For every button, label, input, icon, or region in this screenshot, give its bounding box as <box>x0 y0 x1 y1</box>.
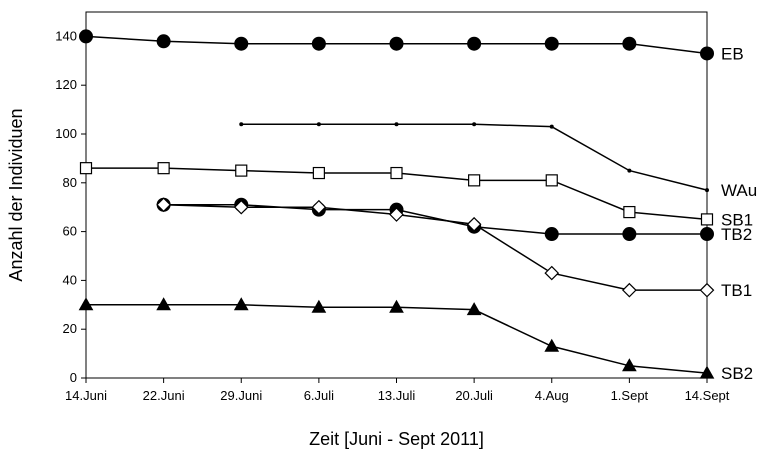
data-point <box>700 46 714 61</box>
data-point <box>156 197 171 213</box>
series-label: EB <box>721 44 744 63</box>
data-point <box>316 122 321 127</box>
series-line <box>86 304 708 374</box>
x-tick-label: 1.Sept <box>611 388 649 403</box>
data-point <box>235 164 248 177</box>
data-point <box>466 216 482 232</box>
data-point <box>622 36 637 51</box>
data-point <box>312 166 325 180</box>
x-tick-label: 29.Juni <box>220 388 262 403</box>
data-point <box>233 297 249 311</box>
x-tick-label: 13.Juli <box>378 388 416 403</box>
data-point <box>389 207 404 222</box>
series-eb <box>79 29 714 61</box>
plot-frame <box>85 11 708 379</box>
data-point <box>156 297 171 311</box>
data-point <box>468 174 481 187</box>
series-label: SB2 <box>721 364 753 383</box>
data-point <box>627 168 632 173</box>
data-point <box>233 199 249 215</box>
data-point <box>622 358 637 372</box>
data-point <box>156 34 171 49</box>
data-point <box>472 122 477 127</box>
data-point <box>239 122 244 127</box>
x-axis: 14.Juni 22.Juni 29.Juni 6.Juli 13.Juli 20.Jul… <box>65 378 730 403</box>
x-tick-label: 4.Aug <box>535 388 569 403</box>
data-point <box>622 227 637 242</box>
x-axis-title: Zeit [Juni - Sept 2011] <box>309 429 484 449</box>
data-point <box>311 36 326 51</box>
data-point <box>699 282 715 298</box>
y-axis: 0 20 40 60 80 100 120 140 <box>55 28 86 385</box>
data-point <box>394 122 399 127</box>
series-wau <box>239 122 709 193</box>
x-tick-label: 22.Juni <box>143 388 185 403</box>
y-tick-label: 20 <box>63 321 77 336</box>
data-point <box>311 199 327 215</box>
series-line <box>163 204 707 235</box>
series-line <box>163 204 707 291</box>
data-point <box>544 265 560 281</box>
series-layer <box>78 29 715 379</box>
x-tick-label: 20.Juli <box>455 388 493 403</box>
data-point <box>544 227 559 242</box>
series-label: TB2 <box>721 225 752 244</box>
data-point <box>234 36 249 51</box>
y-tick-label: 80 <box>63 175 77 190</box>
x-tick-label: 14.Juni <box>65 388 107 403</box>
y-tick-label: 120 <box>55 77 77 92</box>
data-point <box>157 162 170 175</box>
data-point <box>389 36 404 51</box>
y-tick-label: 60 <box>63 224 77 239</box>
series-tb1 <box>156 197 715 298</box>
series-sb2 <box>78 297 715 379</box>
data-point <box>545 174 558 187</box>
data-point <box>622 282 637 298</box>
series-label: WAu <box>721 181 757 200</box>
data-point <box>79 162 93 175</box>
x-tick-label: 14.Sept <box>685 388 730 403</box>
plot-area <box>85 11 708 379</box>
series-sb1 <box>79 162 714 226</box>
data-point <box>544 36 559 51</box>
y-tick-label: 140 <box>55 28 77 43</box>
y-tick-label: 0 <box>70 370 77 385</box>
data-point <box>311 299 327 313</box>
data-point <box>466 302 482 316</box>
data-point <box>389 299 404 313</box>
data-point <box>700 227 714 242</box>
x-tick-label: 6.Juli <box>304 388 334 403</box>
y-tick-label: 100 <box>55 126 77 141</box>
data-point <box>705 188 709 193</box>
data-point <box>467 36 482 51</box>
series-label: SB1 <box>721 210 753 229</box>
data-point <box>544 338 560 352</box>
data-point <box>78 297 94 311</box>
y-axis-title: Anzahl der Individuen <box>6 108 26 281</box>
data-point <box>700 213 714 226</box>
data-point <box>549 124 554 129</box>
data-point <box>390 166 403 180</box>
data-point <box>623 205 636 219</box>
data-point <box>79 29 93 44</box>
y-tick-label: 40 <box>63 272 77 287</box>
series-label: TB1 <box>721 281 752 300</box>
data-point <box>699 365 715 379</box>
